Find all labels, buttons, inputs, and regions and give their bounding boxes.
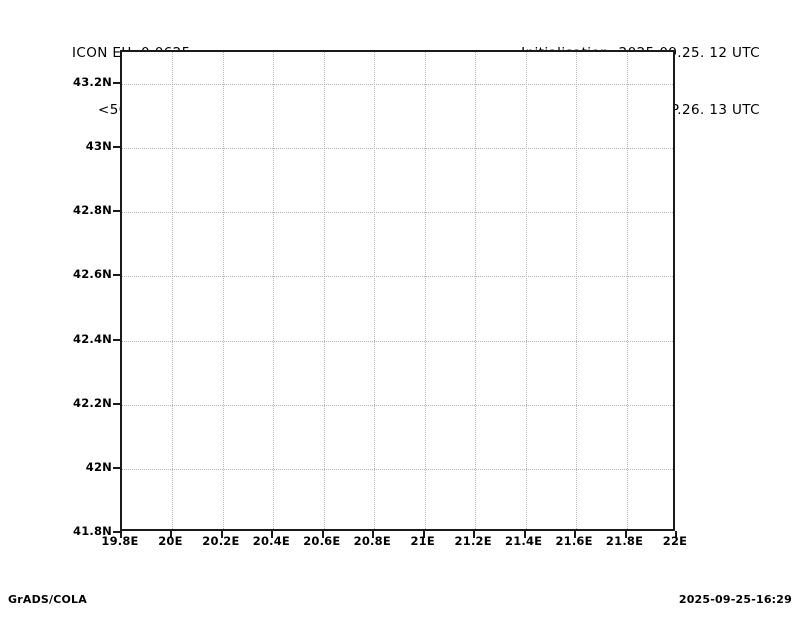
y-axis-label: 43N	[85, 139, 112, 154]
x-axis-label: 21.2E	[454, 534, 492, 548]
gridline-horizontal	[122, 148, 673, 150]
x-axis-label: 22E	[662, 534, 688, 548]
y-axis-label: 41.8N	[73, 524, 112, 538]
x-axis-label: 20.2E	[202, 534, 240, 548]
gridline-vertical	[626, 52, 629, 529]
y-axis-tick	[113, 466, 120, 469]
y-axis-label: 43.2N	[73, 75, 112, 90]
gridline-horizontal	[122, 212, 673, 214]
x-axis-tick	[220, 531, 223, 538]
y-axis-label: 42.2N	[73, 395, 112, 410]
x-axis-label: 21.4E	[505, 534, 543, 548]
y-axis-label: 42.6N	[73, 267, 112, 282]
gridline-horizontal	[122, 468, 673, 471]
graticule-grid	[122, 52, 673, 529]
map-plot-frame	[120, 50, 675, 531]
x-axis-tick	[372, 531, 375, 538]
x-axis-tick	[170, 531, 173, 538]
gridline-horizontal	[122, 276, 673, 278]
y-axis-label: 42.4N	[73, 331, 112, 346]
gridline-vertical	[525, 52, 528, 529]
gridline-vertical	[323, 52, 326, 529]
gridline-vertical	[273, 52, 275, 529]
gridline-vertical	[475, 52, 477, 529]
x-axis-label: 20.8E	[353, 534, 391, 548]
gridline-vertical	[222, 52, 225, 529]
x-axis-label: 20.6E	[303, 534, 341, 548]
y-axis-label: 42N	[85, 459, 112, 474]
x-axis-tick	[523, 531, 526, 538]
y-axis-tick	[113, 531, 120, 533]
x-axis-tick	[675, 531, 677, 538]
y-axis-tick	[113, 338, 120, 341]
y-axis-tick	[113, 82, 120, 85]
x-axis-tick	[574, 531, 577, 538]
gridline-vertical	[172, 52, 174, 529]
x-axis-tick	[422, 531, 425, 538]
y-axis-label: 42.8N	[73, 203, 112, 218]
gridline-vertical	[374, 52, 376, 529]
x-axis-tick	[321, 531, 324, 538]
y-axis-tick	[113, 210, 120, 213]
x-axis-label: 20.4E	[252, 534, 290, 548]
gridline-vertical	[576, 52, 578, 529]
gridline-horizontal	[122, 404, 673, 407]
footer-producer: GrADS/COLA	[8, 593, 87, 606]
x-axis-tick	[473, 531, 476, 538]
y-axis-tick	[113, 274, 120, 277]
gridline-vertical	[424, 52, 427, 529]
gridline-horizontal	[122, 84, 673, 86]
x-axis-label: 19.8E	[101, 534, 139, 548]
x-axis-label: 21E	[410, 534, 435, 548]
y-axis-tick	[113, 402, 120, 405]
x-axis-tick	[271, 531, 274, 538]
x-axis-label: 21.8E	[605, 534, 644, 548]
x-axis-label: 20E	[158, 534, 183, 548]
gridline-horizontal	[122, 340, 673, 343]
x-axis-tick	[120, 531, 122, 538]
y-axis-tick	[113, 146, 120, 149]
x-axis-tick	[624, 531, 627, 538]
x-axis-label: 21.6E	[555, 534, 593, 548]
footer-timestamp: 2025-09-25-16:29	[678, 593, 792, 606]
